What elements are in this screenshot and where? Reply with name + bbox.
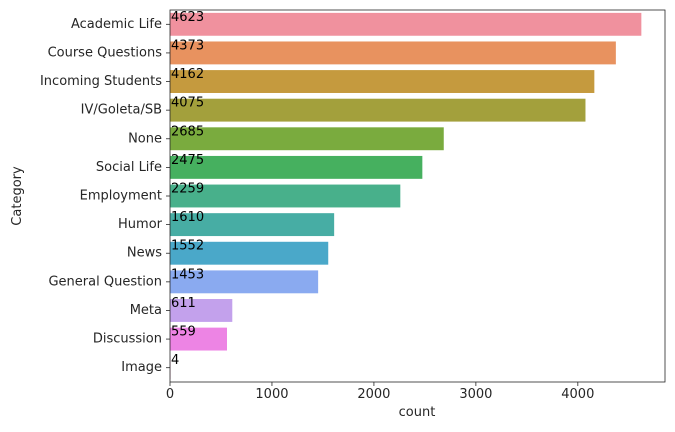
data-labels-group: 4623 4373 4162 4075 2685 2475 2259 1610 1552 1453… xyxy=(171,10,204,368)
data-label: 611 xyxy=(171,296,196,311)
y-tick-label: Humor xyxy=(118,217,163,232)
bars-group xyxy=(170,12,642,380)
y-tick-label: General Question xyxy=(48,274,162,289)
y-axis-label: Category xyxy=(10,166,25,226)
y-tick-label: Course Questions xyxy=(48,45,163,60)
bar-4 xyxy=(170,127,444,151)
data-label: 1453 xyxy=(171,267,204,282)
data-label: 4162 xyxy=(171,67,204,82)
data-label: 2475 xyxy=(171,153,204,168)
x-tick-label: 3000 xyxy=(459,387,492,402)
y-axis: Academic Life Course Questions Incoming St… xyxy=(40,17,170,375)
bar-9 xyxy=(170,270,319,294)
data-label: 1552 xyxy=(171,239,204,254)
y-tick-label: Meta xyxy=(130,303,162,318)
y-tick-label: Image xyxy=(121,360,162,375)
x-tick-label: 2000 xyxy=(357,387,390,402)
x-axis-label: count xyxy=(399,405,436,420)
y-tick-label: Academic Life xyxy=(71,17,162,32)
data-label: 1610 xyxy=(171,210,204,225)
data-label: 4623 xyxy=(171,10,204,25)
bar-10 xyxy=(170,299,233,322)
bar-2 xyxy=(170,70,595,93)
x-tick-label: 1000 xyxy=(255,387,288,402)
x-tick-label: 0 xyxy=(166,387,174,402)
bar-0 xyxy=(170,12,642,36)
y-tick-label: Discussion xyxy=(93,332,162,347)
data-label: 4 xyxy=(171,353,179,368)
bar-11 xyxy=(170,327,227,351)
data-label: 2685 xyxy=(171,124,204,139)
x-tick-label: 4000 xyxy=(561,387,594,402)
y-tick-label: IV/Goleta/SB xyxy=(81,103,162,118)
data-label: 4373 xyxy=(171,38,204,53)
x-axis: 0 1000 2000 3000 4000 xyxy=(166,382,594,402)
y-tick-label: News xyxy=(127,246,162,261)
y-tick-label: Social Life xyxy=(96,160,162,175)
data-label: 4075 xyxy=(171,96,204,111)
bar-8 xyxy=(170,241,329,265)
y-tick-label: Incoming Students xyxy=(40,74,162,89)
bar-6 xyxy=(170,184,401,208)
data-label: 2259 xyxy=(171,182,204,197)
y-tick-label: None xyxy=(128,131,162,146)
bar-5 xyxy=(170,155,423,179)
y-tick-label: Employment xyxy=(80,189,162,204)
bar-1 xyxy=(170,41,616,65)
bar-3 xyxy=(170,98,586,122)
data-label: 559 xyxy=(171,325,196,340)
bar-7 xyxy=(170,213,335,237)
